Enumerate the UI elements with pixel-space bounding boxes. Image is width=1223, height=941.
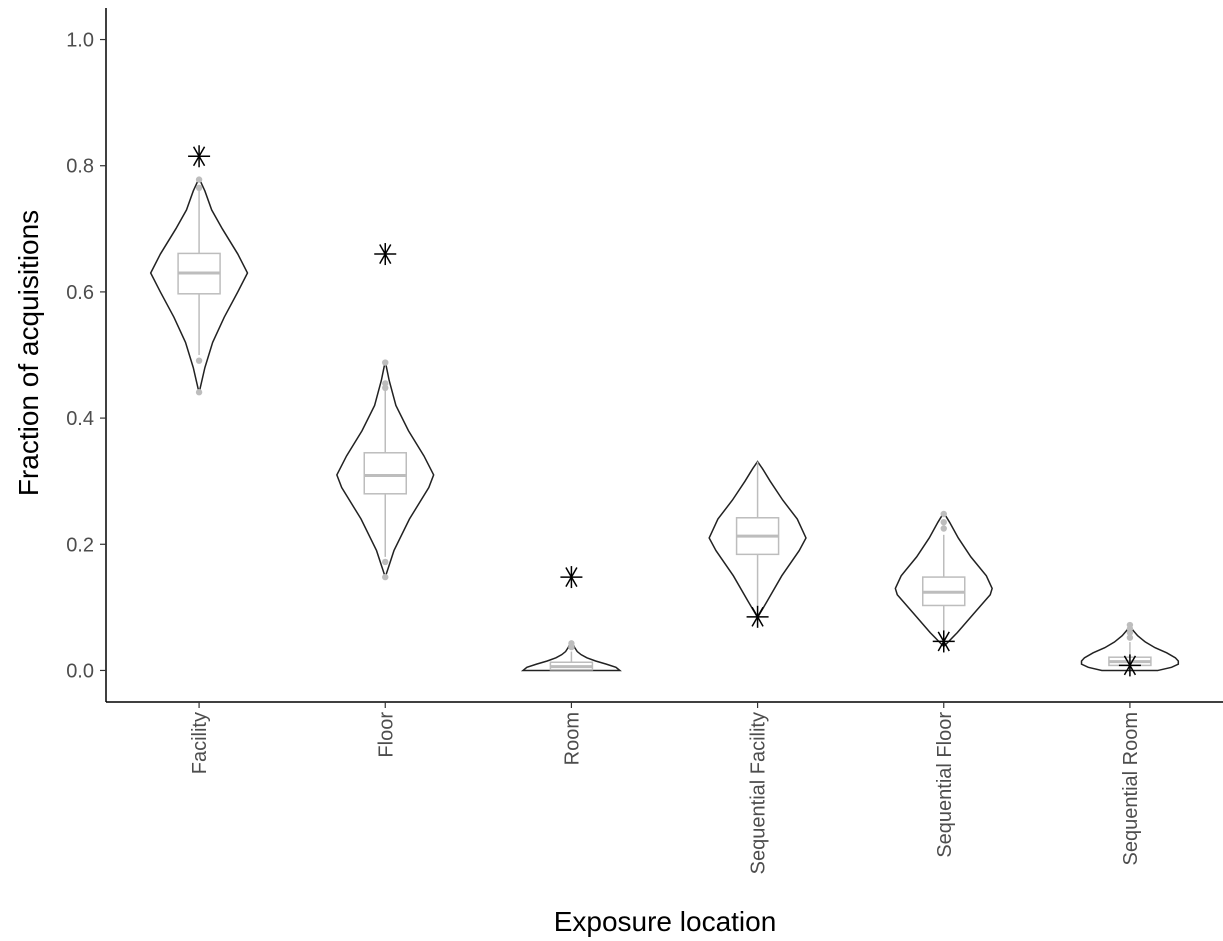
axes xyxy=(105,8,1223,703)
x-tick-label: Floor xyxy=(375,712,397,758)
box-iqr xyxy=(363,452,407,495)
outlier-point xyxy=(195,357,203,364)
observed-marker xyxy=(1118,654,1141,677)
category-group xyxy=(520,566,622,672)
x-tick-label: Sequential Floor xyxy=(934,712,956,858)
observed-marker xyxy=(932,630,955,653)
x-axis-title: Exposure location xyxy=(554,906,777,937)
x-tick-label: Sequential Facility xyxy=(748,712,770,874)
outlier-point xyxy=(940,510,947,518)
category-group xyxy=(708,460,807,628)
x-ticks: Facility Floor Room Sequential Facility Sequ… xyxy=(189,702,1142,874)
violin-outline xyxy=(708,460,807,619)
category-group xyxy=(894,510,993,653)
outlier-point xyxy=(940,518,947,526)
outlier-point xyxy=(382,558,389,566)
x-tick-label: Facility xyxy=(189,712,211,774)
observed-marker xyxy=(188,145,211,168)
y-tick-label: 0.8 xyxy=(66,156,94,178)
outlier-point xyxy=(1126,634,1134,641)
y-tick-label: 0.4 xyxy=(66,408,94,430)
y-tick-label: 1.0 xyxy=(66,30,94,52)
category-group xyxy=(1080,621,1180,677)
outlier-point xyxy=(195,176,203,183)
plot-area xyxy=(149,145,1180,677)
outlier-point xyxy=(382,359,389,366)
outlier-point xyxy=(382,573,389,581)
observed-marker xyxy=(746,605,769,628)
y-axis-title: Fraction of acquisitions xyxy=(13,210,44,496)
outlier-point xyxy=(940,525,947,532)
outlier-point xyxy=(195,389,203,396)
category-group xyxy=(149,145,249,396)
y-tick-label: 0.2 xyxy=(66,534,94,556)
x-tick-label: Sequential Room xyxy=(1120,712,1142,865)
outlier-point xyxy=(382,384,389,392)
observed-marker xyxy=(374,243,397,266)
y-tick-label: 0.0 xyxy=(66,660,94,682)
outlier-point xyxy=(1126,621,1134,629)
y-ticks: 0.0 0.2 0.4 0.6 0.8 1.0 xyxy=(66,30,106,682)
x-tick-label: Room xyxy=(561,712,583,765)
observed-marker xyxy=(560,566,583,589)
y-tick-label: 0.6 xyxy=(66,282,94,304)
outlier-point xyxy=(382,380,389,387)
category-group xyxy=(336,243,435,581)
outlier-point xyxy=(195,184,203,192)
outlier-point xyxy=(568,640,575,647)
